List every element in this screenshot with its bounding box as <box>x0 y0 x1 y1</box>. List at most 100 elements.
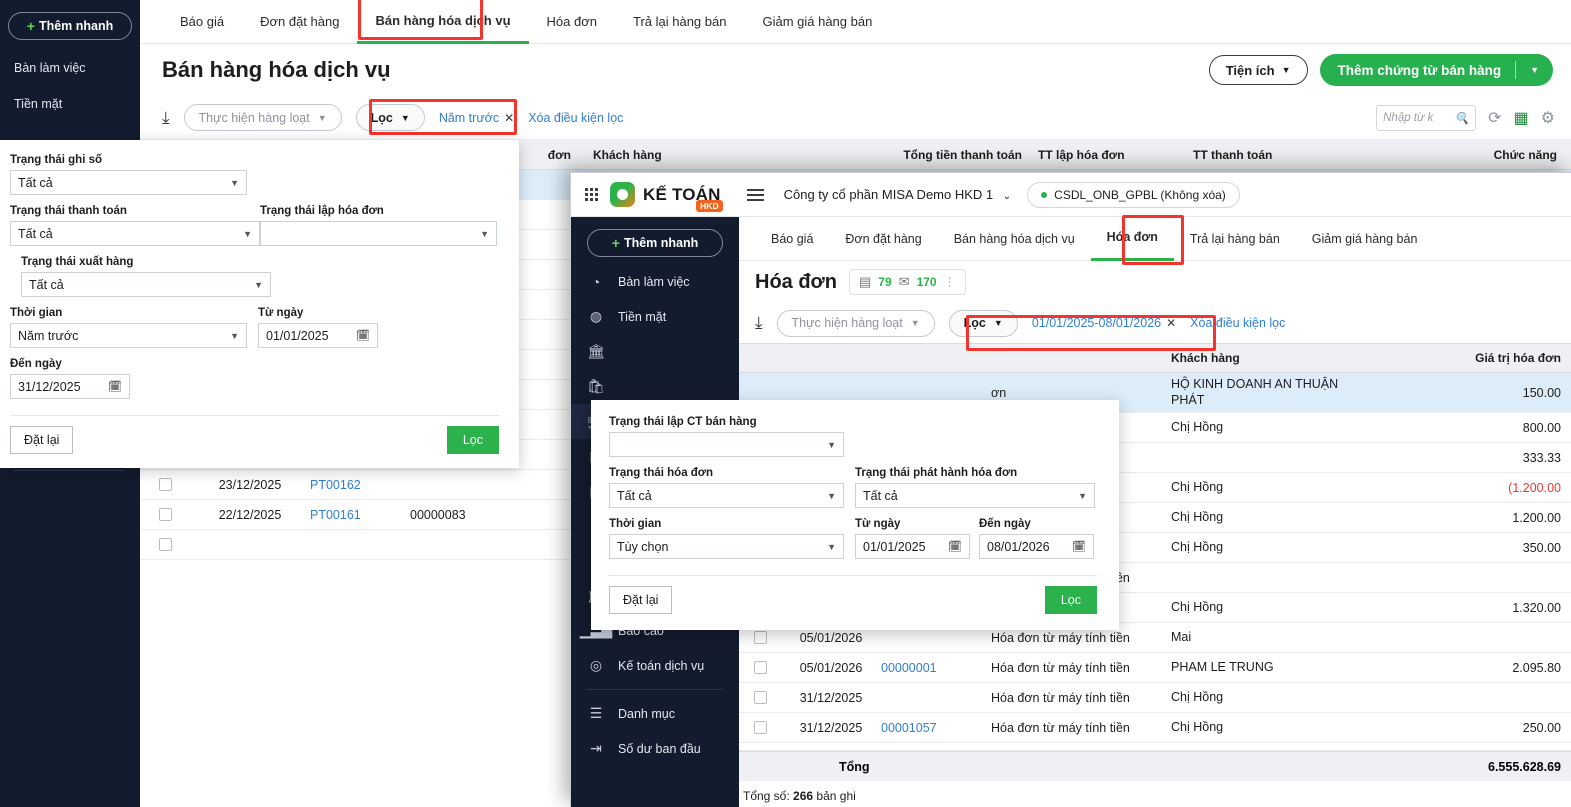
gear-icon[interactable]: ⚙ <box>1540 109 1555 127</box>
trang-thai-lap-hoa-don-select[interactable]: ▼ <box>260 221 497 246</box>
sidebar-item-so-du-ban-dau[interactable]: ⇥ Số dư ban đầu <box>571 731 739 766</box>
w2-clear-filter-link[interactable]: Xóa điều kiện lọc <box>1190 316 1286 330</box>
tab-ban-hang-hoa-dich-vu[interactable]: Bán hàng hóa dịch vụ <box>357 0 529 44</box>
sidebar-item-mua-hang[interactable]: 🛍 <box>571 369 739 404</box>
w2-apply-filter-button[interactable]: Lọc <box>1044 586 1097 614</box>
row-type: Hóa đơn từ máy tính tiền <box>991 690 1130 705</box>
hamburger-menu-icon[interactable] <box>746 188 764 201</box>
trang-thai-xuat-hang-select[interactable]: Tất cả ▼ <box>21 272 271 297</box>
w2-filter-chip[interactable]: 01/01/2025-08/01/2026 <box>1031 316 1162 330</box>
w2-tu-ngay-input[interactable]: 01/01/2025 🗓 <box>855 534 970 559</box>
spacer <box>844 467 855 518</box>
trang-thai-lap-ct-select[interactable]: ▼ <box>609 432 844 457</box>
trang-thai-ghi-so-select[interactable]: Tất cả ▼ <box>10 170 247 195</box>
calendar-icon[interactable]: 🗓 <box>948 541 962 553</box>
close-icon[interactable]: ✕ <box>1166 316 1177 330</box>
refresh-icon[interactable]: ⟳ <box>1488 109 1502 127</box>
search-icon[interactable]: 🔍 <box>1454 112 1470 125</box>
bulk-action-dropdown[interactable]: Thực hiện hàng loạt ▼ <box>183 104 342 131</box>
sidebar-item-ban-lam-viec[interactable]: ◔ Bàn làm việc <box>571 265 739 299</box>
row-number[interactable]: 00001057 <box>881 720 937 735</box>
export-excel-icon[interactable]: ▦ <box>1513 109 1529 127</box>
close-icon[interactable]: ✕ <box>504 110 515 125</box>
w2-tab-tra-lai-hang-ban[interactable]: Trả lại hàng bán <box>1174 217 1296 261</box>
chevron-down-icon[interactable]: ▼ <box>1530 65 1539 75</box>
plus-icon: + <box>611 235 620 251</box>
w2-bulk-action-dropdown[interactable]: Thực hiện hàng loạt ▼ <box>776 309 935 337</box>
tab-label: Hóa đơn <box>1106 230 1158 244</box>
row-number[interactable]: PT00161 <box>310 507 361 522</box>
plus-icon: + <box>26 18 35 34</box>
window-hoa-don: KẾ TOÁN HKD Công ty cổ phần MISA Demo HK… <box>570 172 1571 807</box>
sidebar-item-ke-toan-dich-vu[interactable]: ◎ Kế toán dịch vụ <box>571 648 739 683</box>
w2-filter-button[interactable]: Lọc ▼ <box>948 309 1018 337</box>
row-type: Hóa đơn từ máy tính tiền <box>991 720 1130 735</box>
sort-icon[interactable]: ⤓ <box>162 107 170 127</box>
row-checkbox[interactable] <box>140 508 190 521</box>
sidebar-item-danh-muc[interactable]: ☰ Danh mục <box>571 696 739 731</box>
table-row[interactable] <box>739 743 1571 751</box>
sidebar-item-ngan-hang[interactable]: 🏛 <box>571 334 739 369</box>
tab-giam-gia-hang-ban[interactable]: Giảm giá hàng bán <box>744 0 890 44</box>
w2-reset-button[interactable]: Đặt lại <box>609 586 673 614</box>
den-ngay-input[interactable]: 31/12/2025 🗓 <box>10 374 130 399</box>
trang-thai-phat-hanh-select[interactable]: Tất cả ▼ <box>855 483 1095 508</box>
spacer <box>247 307 258 358</box>
tab-bao-gia[interactable]: Báo giá <box>162 0 242 44</box>
tu-ngay-input[interactable]: 01/01/2025 🗓 <box>258 323 378 348</box>
utility-button[interactable]: Tiện ích ▼ <box>1208 55 1308 85</box>
balance-icon: ⇥ <box>590 740 602 756</box>
more-icon[interactable]: ⋮ <box>943 275 956 289</box>
w2-den-ngay-input[interactable]: 08/01/2026 🗓 <box>979 534 1094 559</box>
w1-quick-add-button[interactable]: + Thêm nhanh <box>8 12 132 40</box>
database-chip[interactable]: CSDL_ONB_GPBL (Không xóa) <box>1027 181 1240 208</box>
w1-filter-actions: Đặt lại Lọc <box>10 426 499 454</box>
row-checkbox[interactable] <box>739 661 781 674</box>
w2-tab-hoa-don[interactable]: Hóa đơn <box>1090 217 1174 261</box>
row-number[interactable]: PT00162 <box>310 477 361 492</box>
calendar-icon[interactable]: 🗓 <box>356 330 370 342</box>
apps-grid-icon[interactable] <box>585 188 598 201</box>
filter-button[interactable]: Lọc ▼ <box>355 104 425 131</box>
row-number[interactable]: 00000001 <box>881 660 937 675</box>
calendar-icon[interactable]: 🗓 <box>108 381 122 393</box>
row-checkbox[interactable] <box>739 691 781 704</box>
table-row[interactable]: 05/01/2026 00000001 Hóa đơn từ máy tính ti… <box>739 653 1571 683</box>
calendar-icon[interactable]: 🗓 <box>1072 541 1086 553</box>
clear-filter-link[interactable]: Xóa điều kiện lọc <box>528 110 624 125</box>
sidebar-item-tien-mat[interactable]: Tiền mặt <box>0 86 140 122</box>
org-selector[interactable]: Công ty cổ phần MISA Demo HKD 1 ⌄ <box>784 187 1012 202</box>
thoi-gian-select[interactable]: Năm trước ▼ <box>10 323 247 348</box>
row-checkbox[interactable] <box>140 478 190 491</box>
tab-don-dat-hang[interactable]: Đơn đặt hàng <box>242 0 357 44</box>
filter-chip[interactable]: Năm trước <box>438 110 500 125</box>
reset-button[interactable]: Đặt lại <box>10 426 74 454</box>
w2-tab-bar: Báo giá Đơn đặt hàng Bán hàng hóa dịch v… <box>739 217 1571 261</box>
trang-thai-thanh-toan-select[interactable]: Tất cả ▼ <box>10 221 260 246</box>
tab-hoa-don[interactable]: Hóa đơn <box>529 0 615 44</box>
w2-quick-add-button[interactable]: + Thêm nhanh <box>587 229 723 257</box>
table-row[interactable]: 31/12/2025 Hóa đơn từ máy tính tiền Chị Hồ… <box>739 683 1571 713</box>
row-checkbox[interactable] <box>739 631 781 644</box>
apply-filter-button[interactable]: Lọc <box>446 426 499 454</box>
tab-label: Báo giá <box>180 14 225 29</box>
sidebar-item-tien-mat[interactable]: ◍ Tiền mặt <box>571 299 739 334</box>
search-input[interactable]: Nhập từ k 🔍 <box>1376 104 1477 131</box>
checkbox-icon <box>753 691 767 704</box>
table-row[interactable]: 31/12/2025 00001057 Hóa đơn từ máy tính ti… <box>739 713 1571 743</box>
row-value: 350.00 <box>1522 540 1561 555</box>
w2-thoi-gian-select[interactable]: Tùy chọn ▼ <box>609 534 844 559</box>
w2-tab-giam-gia-hang-ban[interactable]: Giảm giá hàng bán <box>1296 217 1434 261</box>
row-checkbox[interactable] <box>140 538 190 551</box>
w2-tab-ban-hang-hoa-dich-vu[interactable]: Bán hàng hóa dịch vụ <box>938 217 1091 261</box>
w2-tab-don-dat-hang[interactable]: Đơn đặt hàng <box>829 217 937 261</box>
sidebar-item-ban-lam-viec[interactable]: Bàn làm việc <box>0 50 140 86</box>
add-sales-doc-button[interactable]: Thêm chứng từ bán hàng ▼ <box>1319 54 1553 86</box>
row-date: 05/01/2026 <box>799 660 863 675</box>
tab-tra-lai-hang-ban[interactable]: Trả lại hàng bán <box>615 0 744 44</box>
table-row[interactable]: 05/01/2026 Hóa đơn từ máy tính tiền Mai <box>739 623 1571 653</box>
sort-icon[interactable]: ⤓ <box>755 313 763 332</box>
trang-thai-hoa-don-select[interactable]: Tất cả ▼ <box>609 483 844 508</box>
row-checkbox[interactable] <box>739 721 781 734</box>
w2-tab-bao-gia[interactable]: Báo giá <box>755 217 829 261</box>
